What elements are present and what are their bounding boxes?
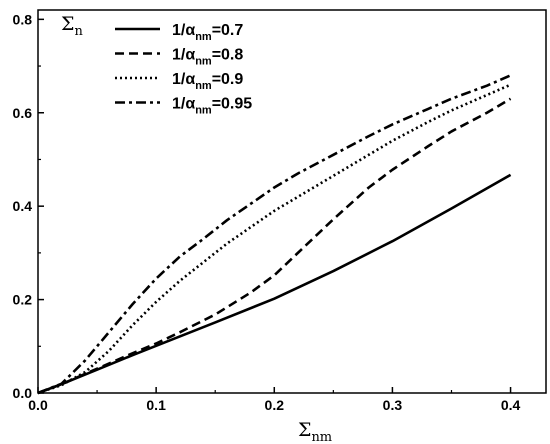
y-tick-label: 0.4 <box>13 198 33 214</box>
legend-label-1: 1/αnm=0.7 <box>172 22 243 43</box>
x-tick-label: 0.3 <box>383 397 403 413</box>
legend-label-2: 1/αnm=0.8 <box>172 47 243 68</box>
x-tick-label: 0.2 <box>265 397 285 413</box>
legend-label-4: 1/αnm=0.95 <box>172 96 252 117</box>
y-tick-label: 0.0 <box>13 385 33 401</box>
x-tick-label: 0.1 <box>146 397 166 413</box>
y-tick-label: 0.6 <box>13 105 33 121</box>
x-tick-label: 0.0 <box>28 397 48 413</box>
ticks-layer: 0.0 0.1 0.2 0.3 0.4 0.0 0.2 0.4 0.6 0.8 <box>13 11 521 413</box>
series-line-4 <box>37 74 512 395</box>
x-tick-label: 0.4 <box>501 397 521 413</box>
series-line-2 <box>37 97 512 395</box>
series-layer <box>37 74 512 395</box>
legend-label-3: 1/αnm=0.9 <box>172 71 243 92</box>
y-axis-label: Σn <box>61 13 83 39</box>
plot-frame <box>37 9 547 394</box>
series-line-1 <box>37 173 512 395</box>
legend: 1/αnm=0.7 1/αnm=0.8 1/αnm=0.9 1/αnm=0.95 <box>115 22 252 117</box>
series-line-3 <box>37 83 512 395</box>
x-axis-label: Σnm <box>298 419 332 444</box>
y-tick-label: 0.2 <box>13 292 33 308</box>
y-tick-label: 0.8 <box>13 11 33 27</box>
